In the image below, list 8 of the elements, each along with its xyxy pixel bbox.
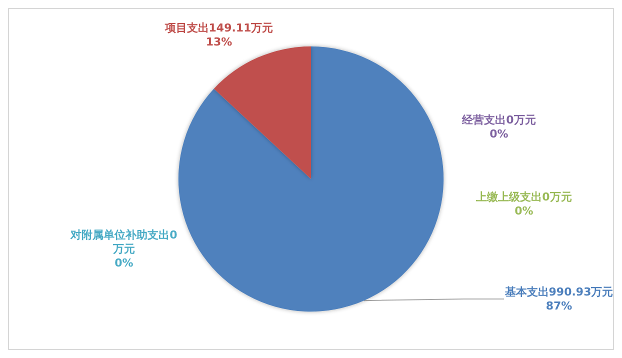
- text: 万元 0%: [113, 242, 135, 270]
- category-label: 上缴上级支出0万元: [476, 190, 572, 204]
- category-label: 经营支出0万元: [462, 114, 536, 126]
- slice-label: 基本支出990.93万元 87%: [504, 286, 614, 312]
- text: 0%: [514, 204, 534, 218]
- slice-label: 项目支出149.11万元 13%: [164, 22, 274, 48]
- text: 0%: [490, 128, 508, 140]
- category-label: 对附属单位补助支出0: [70, 228, 178, 242]
